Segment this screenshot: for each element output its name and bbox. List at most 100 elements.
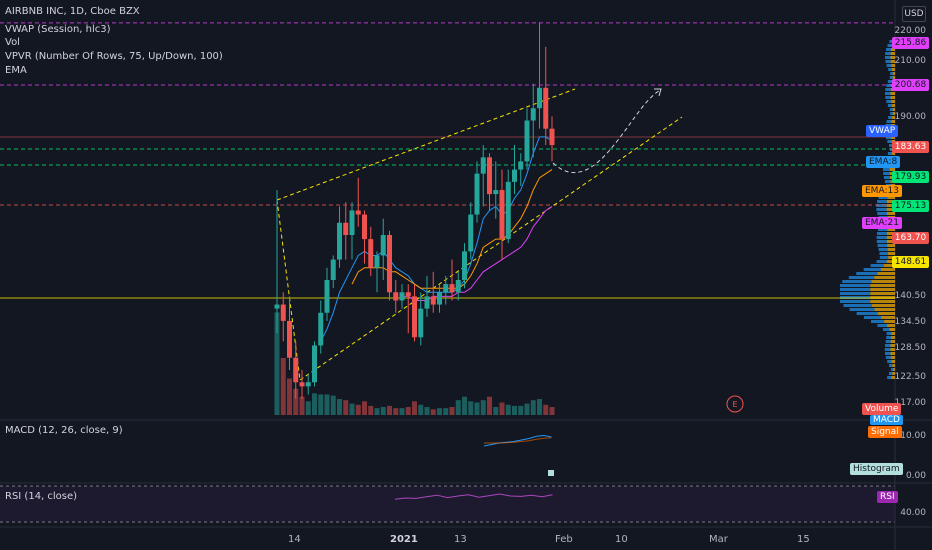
ema13-tag: EMA:13 xyxy=(862,185,902,197)
vpvr-down-bar xyxy=(886,240,895,243)
volume-bar xyxy=(393,408,399,415)
vpvr-up-bar xyxy=(890,72,893,75)
vpvr-down-bar xyxy=(877,312,895,315)
candle-body xyxy=(512,169,517,182)
time-label: Feb xyxy=(555,534,573,545)
vpvr-up-bar xyxy=(885,340,891,343)
vpvr-up-bar xyxy=(863,316,882,319)
symbol-title[interactable]: AIRBNB INC, 1D, Cboe BZX xyxy=(5,6,140,17)
vpvr-down-bar xyxy=(888,252,895,255)
vpvr-up-bar xyxy=(889,364,893,367)
vpvr-up-bar xyxy=(871,320,885,323)
volume-bar xyxy=(280,358,286,415)
vpvr-up-bar xyxy=(840,300,871,303)
price-tick: 117.00 xyxy=(894,398,927,408)
channel-drawing[interactable] xyxy=(276,88,683,381)
candle-body xyxy=(399,292,405,301)
earnings-label: E xyxy=(732,400,737,409)
histogram-tag: Histogram xyxy=(850,463,903,475)
legend-rsi[interactable]: RSI (14, close) xyxy=(5,491,78,502)
vpvr-down-bar xyxy=(890,352,895,355)
histogram-bar xyxy=(548,470,554,476)
legend-vpvr[interactable]: VPVR (Number Of Rows, 75, Up/Down, 100) xyxy=(5,51,223,62)
candle-body xyxy=(305,382,311,387)
vpvr-down-bar xyxy=(884,264,895,267)
legend-ema[interactable]: EMA xyxy=(5,65,27,76)
candle-body xyxy=(362,214,367,240)
earnings-marker[interactable]: E xyxy=(726,395,744,413)
candle-body xyxy=(318,312,324,346)
candle-body xyxy=(462,251,467,281)
vpvr-down-bar xyxy=(891,104,895,107)
vpvr-down-bar xyxy=(887,196,895,199)
volume-bars xyxy=(274,312,555,415)
volume-bar xyxy=(449,407,455,415)
volume-bar xyxy=(474,402,480,415)
volume-bar xyxy=(305,401,311,415)
vpvr-up-bar xyxy=(848,276,875,279)
vpvr-up-bar xyxy=(886,120,892,123)
vpvr-up-bar xyxy=(849,308,875,311)
time-label: 13 xyxy=(454,534,467,545)
volume-bar xyxy=(299,396,305,415)
vpvr-down-bar xyxy=(892,76,895,79)
candle-body xyxy=(355,210,361,215)
vpvr-up-bar xyxy=(877,212,887,215)
volume-bar xyxy=(430,409,436,415)
vpvr-up-bar xyxy=(876,200,887,203)
vpvr-up-bar xyxy=(877,244,888,247)
vpvr-up-bar xyxy=(890,112,893,115)
legend-macd[interactable]: MACD (12, 26, close, 9) xyxy=(5,425,123,436)
volume-bar xyxy=(355,404,361,415)
vpvr-up-bar xyxy=(876,204,887,207)
candle-body xyxy=(405,292,411,297)
rsi-line xyxy=(394,493,553,500)
legend-vwap[interactable]: VWAP (Session, hlc3) xyxy=(5,24,111,35)
vpvr-up-bar xyxy=(888,372,893,375)
rsi-tick: 40.00 xyxy=(900,508,926,518)
vpvr-down-bar xyxy=(887,324,895,327)
vpvr-up-bar xyxy=(889,144,893,147)
vpvr-up-bar xyxy=(890,368,894,371)
currency-selector[interactable]: USD xyxy=(902,6,926,22)
price-tick: 210.00 xyxy=(894,56,927,66)
vpvr-up-bar xyxy=(885,88,891,91)
vpvr-up-bar xyxy=(885,344,891,347)
vpvr-down-bar xyxy=(892,364,895,367)
rsi-line xyxy=(394,493,553,500)
price-tick: 134.50 xyxy=(894,317,927,327)
vpvr-down-bar xyxy=(891,332,895,335)
volume-bar xyxy=(505,404,511,415)
candle-body xyxy=(468,214,474,252)
vpvr-up-bar xyxy=(883,172,890,175)
vpvr-down-bar xyxy=(884,320,895,323)
rsi-background xyxy=(0,486,895,522)
volume-bar xyxy=(499,402,505,415)
volume-tag: Volume xyxy=(862,403,902,415)
vpvr-down-bar xyxy=(871,280,895,283)
price-tick: 122.50 xyxy=(894,372,927,382)
legend-vol[interactable]: Vol xyxy=(5,37,20,48)
candle-body xyxy=(543,87,549,129)
vpvr-down-bar xyxy=(888,256,895,259)
vpvr-down-bar xyxy=(890,60,895,63)
volume-bar xyxy=(543,404,549,415)
candle-body xyxy=(293,357,299,383)
volume-bar xyxy=(368,405,374,415)
vpvr-up-bar xyxy=(882,168,890,171)
volume-bar xyxy=(462,396,467,415)
candle-body xyxy=(430,296,436,305)
vpvr-up-bar xyxy=(883,176,890,179)
vpvr-down-bar xyxy=(886,260,895,263)
candle-body xyxy=(337,222,342,260)
candle-body xyxy=(424,296,430,309)
price-tag-179: 179.93 xyxy=(892,171,929,183)
vpvr-down-bar xyxy=(891,152,895,155)
macd-line xyxy=(483,434,552,447)
vpvr-down-bar xyxy=(891,360,895,363)
volume-bar xyxy=(455,400,461,415)
vpvr-down-bar xyxy=(870,284,895,287)
vpvr-up-bar xyxy=(885,56,891,59)
price-tick: 128.50 xyxy=(894,343,927,353)
